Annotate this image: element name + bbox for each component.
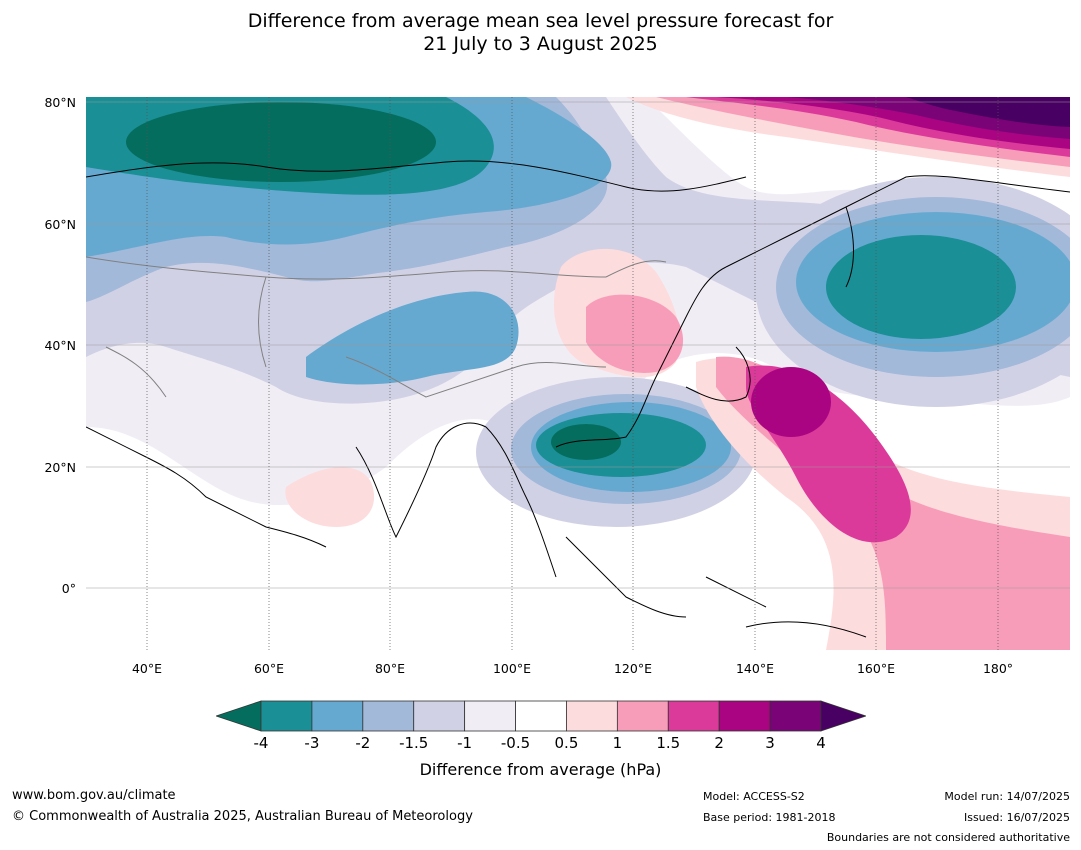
lon-label-40e: 40°E bbox=[131, 661, 163, 676]
colorbar-swatch bbox=[260, 700, 313, 732]
colorbar-tick-label: 4 bbox=[816, 734, 826, 752]
colorbar-tick-label: -4 bbox=[253, 734, 269, 752]
gridlines bbox=[86, 101, 1070, 589]
south-china-neg-4-region bbox=[551, 424, 621, 460]
colorbar-swatch bbox=[769, 700, 822, 732]
pressure-anomaly-map bbox=[86, 97, 1070, 650]
lat-label-80n: 80°N bbox=[44, 95, 76, 110]
country-boundaries bbox=[86, 256, 667, 398]
colorbar-swatch bbox=[718, 700, 771, 732]
arctic-pos-4-region bbox=[906, 97, 1070, 127]
lon-label-100e: 100°E bbox=[492, 661, 531, 676]
footer-model: Model: ACCESS-S2 bbox=[703, 790, 805, 803]
colorbar-swatch bbox=[566, 700, 618, 732]
lat-label-60n: 60°N bbox=[44, 217, 76, 232]
colorbar-swatch bbox=[667, 700, 720, 732]
footer-url: www.bom.gov.au/climate bbox=[12, 788, 176, 803]
colorbar-swatch bbox=[515, 700, 567, 732]
lon-label-60e: 60°E bbox=[253, 661, 285, 676]
colorbar-tick-label: 1 bbox=[612, 734, 623, 752]
lon-label-140e: 140°E bbox=[735, 661, 774, 676]
footer-base-period: Base period: 1981-2018 bbox=[703, 811, 836, 824]
lat-label-40n: 40°N bbox=[44, 338, 76, 353]
colorbar-swatch bbox=[413, 700, 466, 732]
colorbar-tick-label: -3 bbox=[304, 734, 320, 752]
lon-label-160e: 160°E bbox=[856, 661, 895, 676]
colorbar-extend-high bbox=[820, 700, 866, 732]
footer-issued: Issued: 16/07/2025 bbox=[963, 811, 1070, 824]
colorbar-tick-label: -1 bbox=[457, 734, 473, 752]
colorbar bbox=[216, 700, 866, 732]
colorbar-label: Difference from average (hPa) bbox=[419, 760, 662, 779]
lat-label-20n: 20°N bbox=[44, 460, 76, 475]
eurasia-neg-4-region bbox=[126, 102, 436, 182]
colorbar-extend-low bbox=[216, 700, 262, 732]
lon-label-120e: 120°E bbox=[613, 661, 652, 676]
title-line-1: Difference from average mean sea level p… bbox=[247, 10, 834, 32]
lon-label-80e: 80°E bbox=[374, 661, 406, 676]
colorbar-tick-label: 1.5 bbox=[656, 734, 681, 752]
map-title: Difference from average mean sea level p… bbox=[0, 10, 1081, 56]
colorbar-swatch bbox=[616, 700, 669, 732]
colorbar-swatch bbox=[311, 700, 364, 732]
indian-ocean-pos-0p5-region bbox=[285, 467, 375, 527]
footer-model-run: Model run: 14/07/2025 bbox=[944, 790, 1070, 803]
title-line-2: 21 July to 3 August 2025 bbox=[423, 33, 658, 55]
meridians bbox=[146, 97, 999, 650]
colorbar-tick-label: -0.5 bbox=[500, 734, 531, 752]
lat-label-0: 0° bbox=[61, 581, 76, 596]
lon-label-180: 180° bbox=[982, 661, 1014, 676]
colorbar-tick-label: 0.5 bbox=[554, 734, 579, 752]
colorbar-tick-label: 3 bbox=[765, 734, 775, 752]
colorbar-tick-label: -2 bbox=[355, 734, 371, 752]
central-asia-neg-2-region bbox=[306, 291, 519, 385]
western-pacific-pos-2-region bbox=[751, 367, 831, 437]
pacific-neg-3-region bbox=[826, 235, 1016, 339]
colorbar-swatch bbox=[464, 700, 516, 732]
footer-copyright: © Commonwealth of Australia 2025, Austra… bbox=[12, 809, 473, 824]
coastlines bbox=[86, 160, 1070, 638]
colorbar-tick-label: -1.5 bbox=[399, 734, 429, 752]
colorbar-swatch bbox=[362, 700, 415, 732]
east-asia-pos-1-region bbox=[586, 294, 684, 373]
colorbar-tick-label: 2 bbox=[714, 734, 724, 752]
footer-boundaries-note: Boundaries are not considered authoritat… bbox=[826, 831, 1070, 844]
